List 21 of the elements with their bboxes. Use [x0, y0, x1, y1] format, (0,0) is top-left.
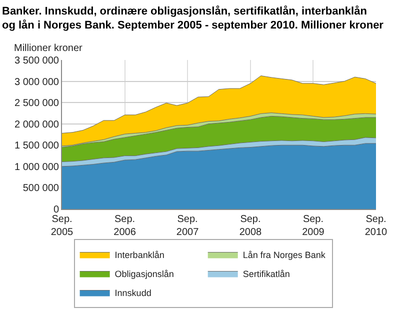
x-tick-label: Sep. 2006: [114, 214, 136, 238]
y-tick-label: 0: [53, 204, 60, 216]
y-tick-label: 1 000 000: [14, 162, 60, 173]
legend-label: Obligasjonslån: [114, 268, 174, 279]
legend-label: Sertifikatlån: [242, 268, 290, 279]
y-axis-title: Millioner kroner: [14, 43, 84, 54]
x-tick-label: Sep. 2009: [302, 214, 325, 238]
y-tick-label: 2 500 000: [14, 98, 60, 110]
legend-label: Innskudd: [114, 288, 152, 298]
legend-label: Interbanklån: [114, 250, 164, 260]
y-tick-label: 1 500 000: [14, 140, 60, 152]
x-tick-label: Sep. 2008: [239, 214, 262, 238]
y-tick-label: 3 000 000: [14, 76, 60, 88]
x-tick-label: Sep. 2005: [50, 214, 74, 238]
y-tick-label: 3 500 000: [14, 56, 60, 66]
x-tick-label: Sep. 2010: [364, 214, 388, 238]
y-tick-label: 2 000 000: [14, 119, 60, 130]
y-tick-label: 500 000: [22, 183, 60, 194]
chart-title: Banker. Innskudd, ordinære obligasjonslån, sertifikatlån, interbanklån og lån i Norges Bank. September 2005 - september 2010. Millioner kroner: [2, 4, 384, 32]
legend-label: Lån fra Norges Bank: [242, 250, 326, 260]
x-tick-label: Sep. 2007: [176, 214, 200, 238]
